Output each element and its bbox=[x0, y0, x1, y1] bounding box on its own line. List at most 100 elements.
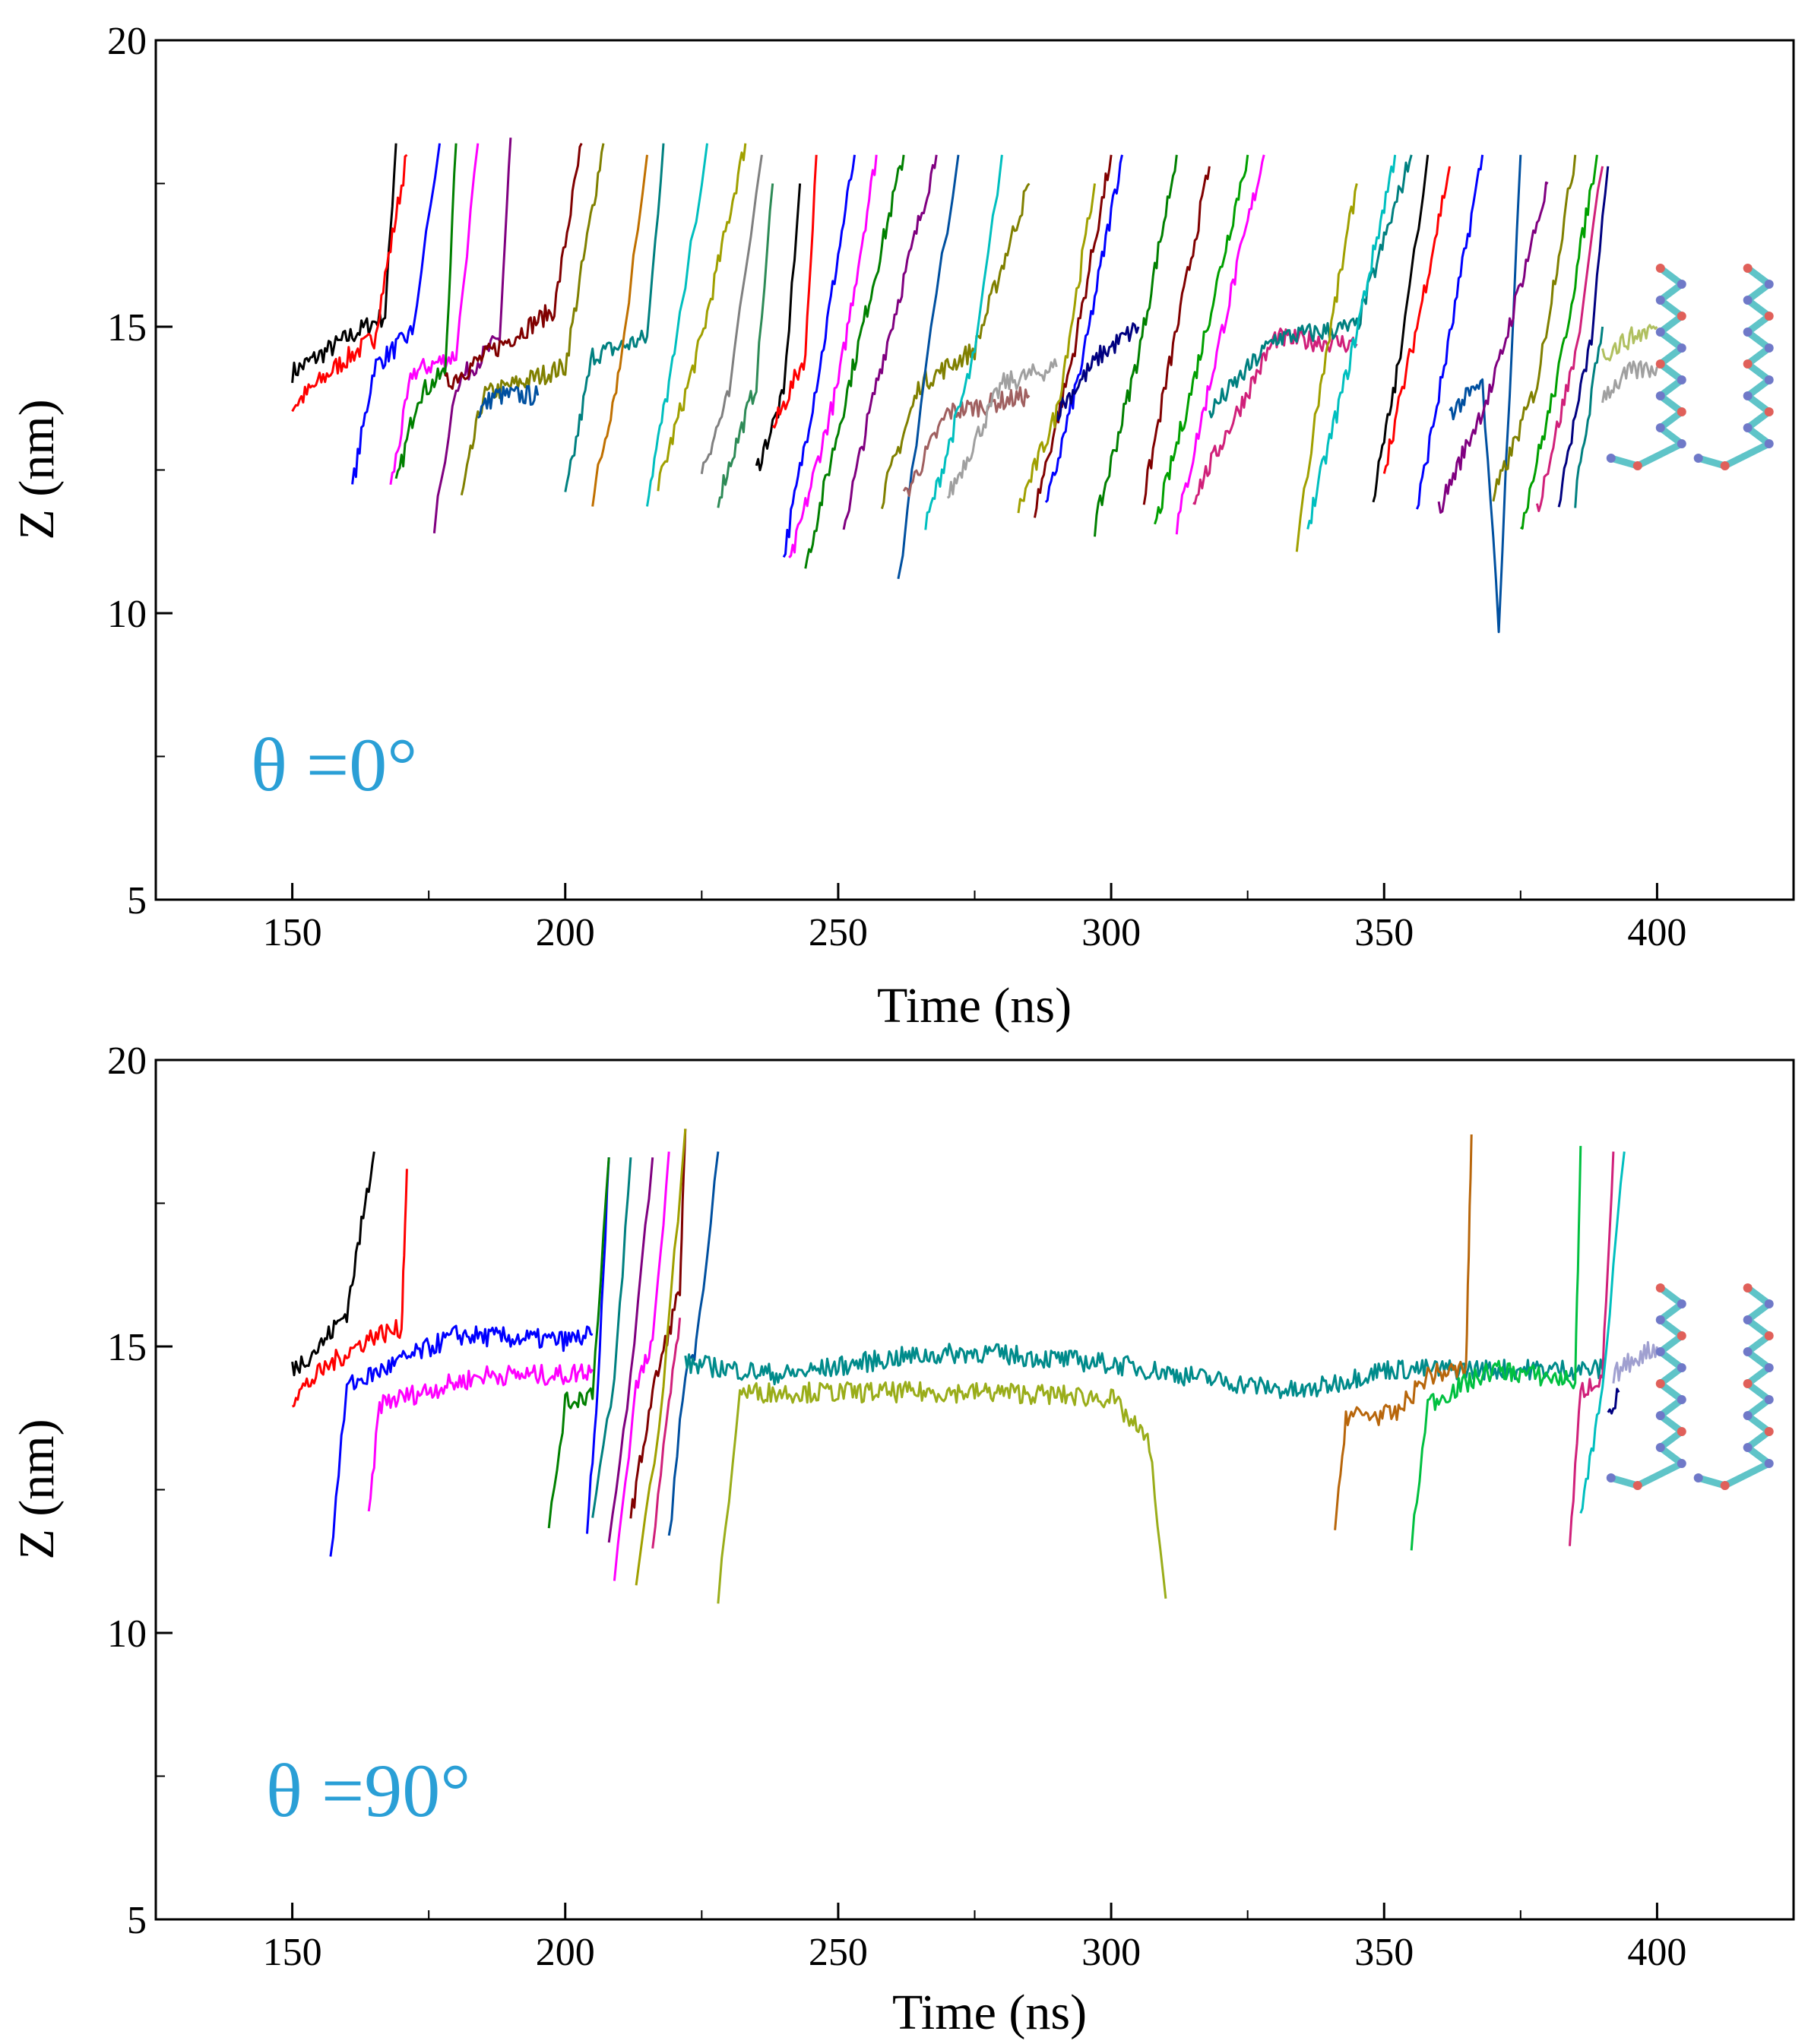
x-tick-label: 200 bbox=[536, 1931, 595, 1974]
inset-molecules bbox=[1606, 1283, 1774, 1490]
series-line bbox=[1579, 1151, 1626, 1514]
series-line bbox=[394, 143, 458, 479]
series-line bbox=[1574, 326, 1604, 508]
series-line bbox=[629, 1128, 687, 1519]
series-line bbox=[444, 143, 583, 390]
molecule-atom bbox=[1764, 343, 1774, 353]
series-line bbox=[788, 154, 878, 558]
series-line bbox=[1295, 183, 1358, 552]
series-line bbox=[1410, 1146, 1582, 1551]
molecule-atom bbox=[1655, 296, 1665, 305]
series-line bbox=[657, 143, 747, 492]
series-line bbox=[717, 183, 774, 508]
series-line bbox=[1535, 166, 1604, 512]
x-tick-label: 200 bbox=[536, 911, 595, 954]
molecule-backbone bbox=[1697, 265, 1773, 470]
inset-molecules bbox=[1606, 264, 1774, 470]
molecule-atom bbox=[1743, 327, 1753, 337]
molecule-atom bbox=[1693, 454, 1703, 463]
molecule-atom bbox=[1743, 1315, 1753, 1324]
molecule-atom bbox=[1655, 423, 1665, 432]
molecule-atom bbox=[1677, 1299, 1686, 1308]
molecule-atom bbox=[1677, 1395, 1686, 1404]
series-line bbox=[389, 143, 480, 486]
x-tick-label: 400 bbox=[1627, 911, 1686, 954]
molecule-atom bbox=[1743, 1443, 1753, 1452]
molecule-atom bbox=[1677, 407, 1686, 416]
y-tick-label: 10 bbox=[107, 593, 147, 636]
molecule-atom bbox=[1677, 1459, 1686, 1468]
molecule-atom bbox=[1743, 1379, 1753, 1388]
series-line bbox=[700, 154, 763, 475]
series-layer bbox=[291, 138, 1658, 634]
series-line bbox=[1557, 166, 1610, 508]
series-line bbox=[755, 183, 802, 472]
series-line bbox=[902, 386, 1031, 498]
molecule-backbone bbox=[1610, 1285, 1686, 1489]
molecule-atom bbox=[1743, 264, 1753, 273]
y-tick-label: 15 bbox=[107, 306, 147, 350]
molecule-atom bbox=[1655, 1379, 1665, 1388]
series-line bbox=[607, 1157, 654, 1543]
series-line bbox=[291, 153, 408, 413]
molecule-atom bbox=[1655, 1315, 1665, 1324]
series-line bbox=[1094, 154, 1178, 537]
molecule-atom bbox=[1764, 407, 1774, 416]
series-line bbox=[1175, 154, 1265, 535]
angle-annotation: θ =90° bbox=[266, 1748, 470, 1833]
series-line bbox=[684, 1343, 1604, 1400]
x-tick-label: 350 bbox=[1354, 1931, 1414, 1974]
series-line bbox=[291, 143, 397, 384]
molecule-atom bbox=[1764, 375, 1774, 384]
y-tick-label: 20 bbox=[107, 1039, 147, 1083]
molecule-atom bbox=[1655, 1443, 1665, 1452]
series-line bbox=[460, 143, 605, 496]
molecule-atom bbox=[1764, 1459, 1774, 1468]
molecule-atom bbox=[1764, 1395, 1774, 1404]
series-line bbox=[842, 154, 938, 530]
series-line bbox=[897, 154, 960, 580]
series-line bbox=[591, 154, 648, 507]
molecule-atom bbox=[1720, 1481, 1730, 1490]
molecule-atom bbox=[1764, 1363, 1774, 1372]
series-line bbox=[1520, 154, 1598, 530]
series-line bbox=[1372, 154, 1430, 503]
series-line bbox=[1382, 166, 1451, 474]
molecule-atom bbox=[1743, 1283, 1753, 1293]
molecule-atom bbox=[1743, 359, 1753, 369]
x-tick-label: 300 bbox=[1081, 911, 1141, 954]
series-line bbox=[1437, 181, 1549, 514]
series-line bbox=[329, 1324, 594, 1557]
molecule-atom bbox=[1743, 1411, 1753, 1420]
series-line bbox=[1055, 322, 1140, 422]
molecule-atom bbox=[1677, 1427, 1686, 1436]
molecule-atom bbox=[1677, 375, 1686, 384]
series-line bbox=[1449, 154, 1522, 634]
molecule-atom bbox=[1743, 1347, 1753, 1356]
series-line bbox=[613, 1151, 670, 1581]
series-line bbox=[667, 1151, 720, 1536]
series-line bbox=[291, 1151, 375, 1377]
series-line bbox=[717, 1381, 1167, 1604]
molecule-atom bbox=[1632, 461, 1642, 470]
series-line bbox=[477, 384, 540, 419]
ticks: 150 200 250 300 350 400 5 10 15 20 bbox=[107, 20, 1794, 954]
x-tick-label: 300 bbox=[1081, 1931, 1141, 1974]
molecule-atom bbox=[1632, 1481, 1642, 1490]
x-tick-label: 150 bbox=[263, 911, 322, 954]
molecule-atom bbox=[1764, 312, 1774, 321]
series-line bbox=[1334, 1134, 1473, 1530]
molecule-atom bbox=[1655, 1411, 1665, 1420]
molecule-atom bbox=[1764, 1299, 1774, 1308]
molecule-atom bbox=[1677, 312, 1686, 321]
molecule-atom bbox=[1743, 391, 1753, 400]
y-axis-title: Z (nm) bbox=[9, 1419, 65, 1559]
molecule-atom bbox=[1655, 391, 1665, 400]
y-tick-label: 5 bbox=[127, 879, 147, 922]
series-line bbox=[880, 182, 1031, 510]
molecule-atom bbox=[1677, 1331, 1686, 1340]
series-line bbox=[291, 1169, 408, 1408]
molecule-atom bbox=[1655, 1283, 1665, 1293]
series-line bbox=[1034, 154, 1113, 518]
